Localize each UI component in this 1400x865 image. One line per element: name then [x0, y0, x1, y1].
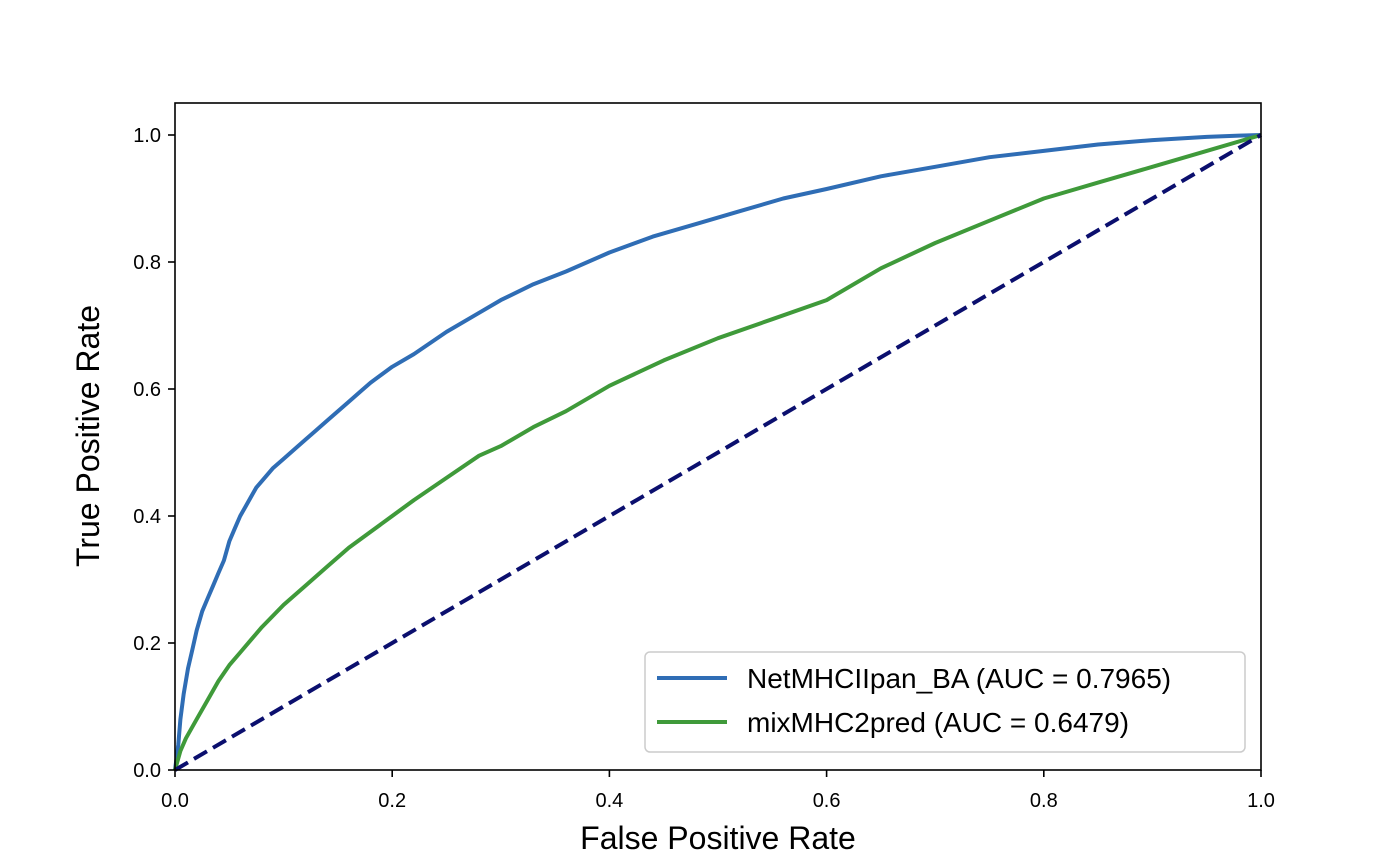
x-tick-label: 0.0	[161, 790, 189, 812]
y-axis-label: True Positive Rate	[70, 305, 106, 567]
reference-diagonal-line	[173, 133, 1263, 772]
x-tick-label: 0.4	[595, 790, 623, 812]
x-tick-label: 1.0	[1247, 790, 1275, 812]
legend-box	[644, 651, 1246, 753]
legend: NetMHCIIpan_BA (AUC = 0.7965) mixMHC2pred…	[644, 651, 1246, 753]
plot-area-frame	[174, 102, 1262, 771]
x-axis-label: False Positive Rate	[580, 820, 856, 856]
y-tick-label: 0.8	[133, 252, 161, 274]
y-axis-ticks: 0.0 0.2 0.4 0.6 0.8 1.0	[133, 125, 175, 782]
x-tick-label: 0.8	[1030, 790, 1058, 812]
y-tick-label: 0.4	[133, 506, 161, 528]
legend-entry-label: mixMHC2pred (AUC = 0.6479)	[747, 707, 1129, 738]
x-axis-ticks: 0.0 0.2 0.4 0.6 0.8 1.0	[161, 770, 1275, 812]
series-layer	[173, 133, 1263, 772]
series-line-0	[173, 133, 1262, 771]
legend-entry-label: NetMHCIIpan_BA (AUC = 0.7965)	[747, 663, 1171, 694]
series-line-1	[173, 133, 1262, 771]
y-tick-label: 0.6	[133, 379, 161, 401]
y-tick-label: 0.0	[133, 760, 161, 782]
x-tick-label: 0.2	[378, 790, 406, 812]
y-tick-label: 1.0	[133, 125, 161, 147]
y-tick-label: 0.2	[133, 633, 161, 655]
x-tick-label: 0.6	[813, 790, 841, 812]
